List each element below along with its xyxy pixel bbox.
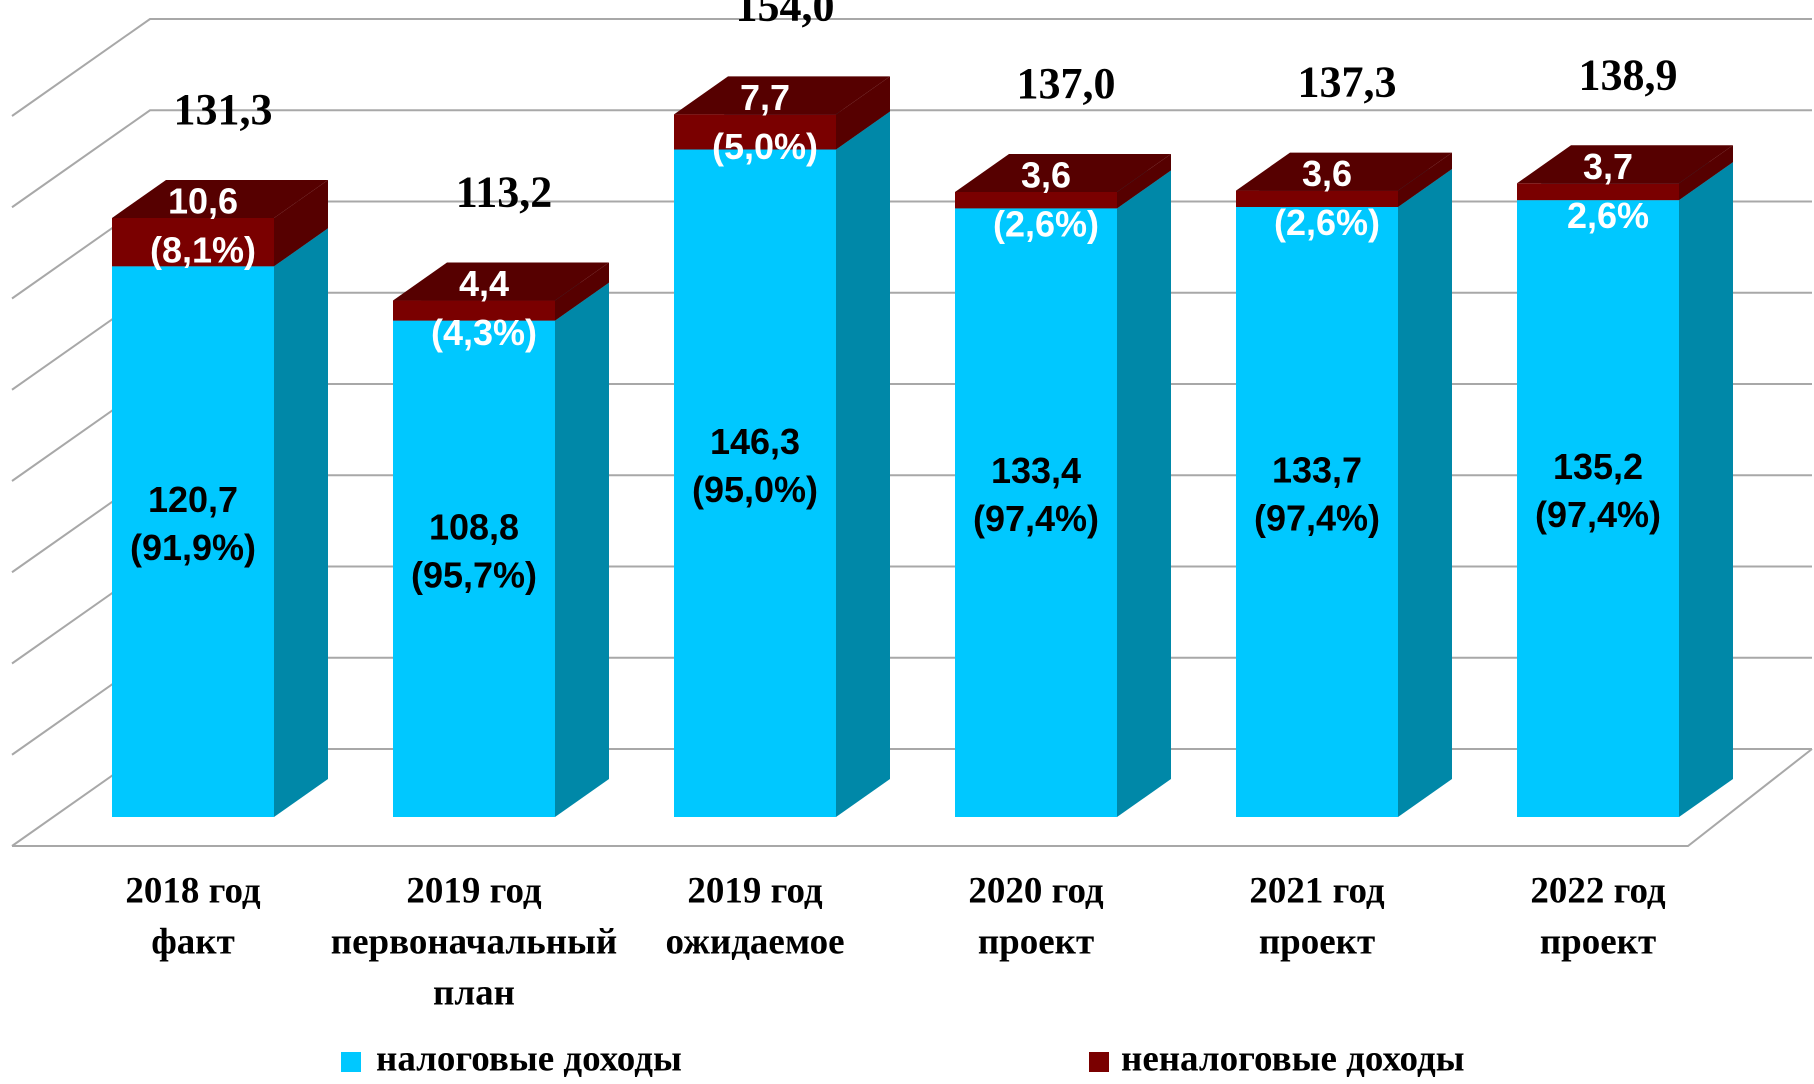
- bar-top: [393, 262, 609, 301]
- bar-side: [836, 111, 890, 818]
- total-label: 154,0: [736, 0, 835, 30]
- total-label: 138,9: [1579, 50, 1678, 99]
- bar-side: [274, 179, 328, 267]
- share-label: (91,9%): [130, 527, 256, 568]
- bar-top: [1236, 152, 1452, 191]
- bar: [112, 266, 274, 817]
- total-label: 131,3: [174, 85, 273, 134]
- bar: [674, 149, 836, 818]
- x-tick-label: 2021 год: [1249, 870, 1385, 911]
- legend-label: налоговые доходы: [376, 1038, 682, 1079]
- share-label: (97,4%): [1535, 494, 1661, 535]
- x-tick-label: первоначальный: [331, 921, 617, 962]
- data-label: 133,4: [991, 450, 1081, 491]
- x-tick-label: 2018 год: [125, 870, 261, 911]
- x-tick-label: факт: [151, 921, 235, 962]
- share-label: (4,3%): [431, 312, 537, 353]
- bar: [393, 320, 555, 817]
- bar: [1236, 206, 1398, 817]
- x-tick-label: 2019 год: [406, 870, 542, 911]
- bar-side: [555, 262, 609, 321]
- share-label: (97,4%): [973, 498, 1099, 539]
- share-label: 2,6%: [1567, 195, 1649, 236]
- data-label: 133,7: [1272, 450, 1362, 491]
- bar-top: [955, 153, 1171, 192]
- x-tick-label: 2020 год: [968, 870, 1104, 911]
- grid-line: [11, 18, 1812, 117]
- x-tick-label: план: [433, 972, 515, 1013]
- bar: [1517, 200, 1679, 817]
- data-label: 3,6: [1021, 154, 1071, 195]
- data-label: 108,8: [429, 506, 519, 547]
- total-label: 137,3: [1298, 58, 1397, 107]
- bar-side: [1117, 153, 1171, 209]
- bar-side: [1679, 145, 1733, 201]
- bar-top: [1517, 145, 1733, 184]
- bar: [1236, 190, 1398, 207]
- x-tick-label: проект: [1540, 921, 1656, 962]
- total-label: 137,0: [1017, 59, 1116, 108]
- share-label: (8,1%): [150, 229, 256, 270]
- share-label: (2,6%): [993, 203, 1099, 244]
- bar: [955, 191, 1117, 209]
- data-label: 4,4: [459, 263, 509, 304]
- grid-line: [11, 109, 1812, 209]
- share-label: (5,0%): [712, 126, 818, 167]
- share-label: (2,6%): [1274, 202, 1380, 243]
- x-tick-label: проект: [978, 921, 1094, 962]
- total-label: 113,2: [456, 168, 553, 217]
- floor-edge: [12, 748, 1813, 847]
- data-label: 10,6: [168, 180, 238, 221]
- x-tick-label: 2019 год: [687, 870, 823, 911]
- bar-top: [112, 179, 328, 218]
- bar: [955, 208, 1117, 818]
- bar: [112, 217, 274, 267]
- data-label: 135,2: [1553, 446, 1643, 487]
- bar-side: [1117, 170, 1171, 818]
- legend-swatch: [1089, 1052, 1109, 1072]
- bar: [1517, 183, 1679, 201]
- bar: [674, 114, 836, 150]
- share-label: (95,0%): [692, 469, 818, 510]
- bar-side: [1398, 152, 1452, 207]
- bar-top: [674, 76, 890, 115]
- legend-swatch: [341, 1052, 361, 1072]
- share-label: (95,7%): [411, 554, 537, 595]
- bar: [393, 300, 555, 321]
- x-tick-label: проект: [1259, 921, 1375, 962]
- legend-label: неналоговые доходы: [1121, 1038, 1465, 1079]
- bar-side: [274, 228, 328, 817]
- x-tick-label: ожидаемое: [665, 921, 844, 962]
- bar-side: [1398, 168, 1452, 817]
- data-label: 146,3: [710, 421, 800, 462]
- bar-side: [555, 282, 609, 818]
- bar-side: [836, 76, 890, 150]
- data-label: 7,7: [740, 77, 790, 118]
- bar-side: [1679, 162, 1733, 817]
- x-tick-label: 2022 год: [1530, 870, 1666, 911]
- data-label: 3,7: [1583, 146, 1633, 187]
- share-label: (97,4%): [1254, 498, 1380, 539]
- data-label: 3,6: [1302, 153, 1352, 194]
- data-label: 120,7: [148, 479, 238, 520]
